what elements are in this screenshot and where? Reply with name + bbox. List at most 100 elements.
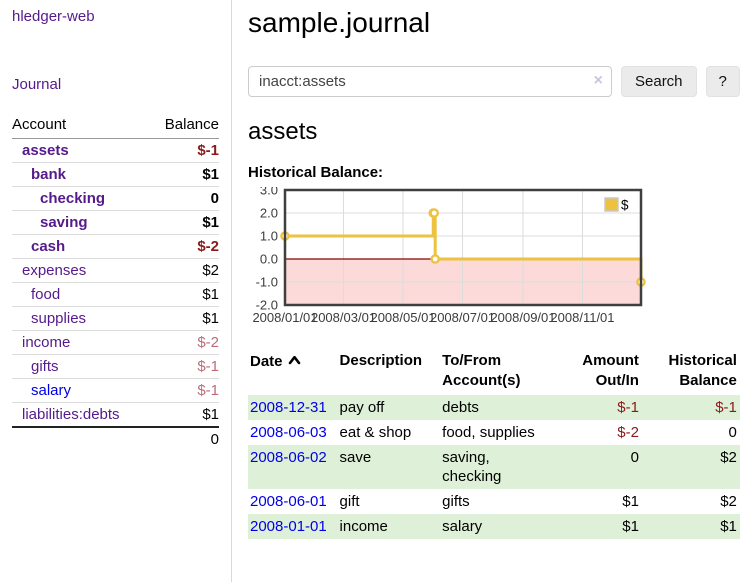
description-header: Description bbox=[339, 352, 423, 369]
transaction-description: gift bbox=[339, 493, 360, 510]
transaction-date-link[interactable]: 2008-06-01 bbox=[250, 493, 327, 510]
plot-border bbox=[283, 188, 643, 307]
register-row: 2008-06-01 gift gifts $1 $2 bbox=[248, 489, 740, 514]
transaction-description: eat & shop bbox=[339, 424, 412, 441]
sidebar-item-journal[interactable]: Journal bbox=[12, 76, 62, 93]
transaction-amount: 0 bbox=[630, 449, 639, 466]
chart-canvas: 3.0 2.0 1.0 0.0 -1.0 -2.02008/01/012008/03/01… bbox=[252, 187, 646, 325]
y-axis-tick-label: 1.0 bbox=[260, 229, 278, 244]
register-row: 2008-01-01 income salary $1 $1 bbox=[248, 514, 740, 539]
sidebar: hledger-web Journal Account Balance asse… bbox=[0, 0, 232, 582]
sidebar-account-checking[interactable]: checking bbox=[40, 190, 106, 207]
sidebar-account-liabilities-debts[interactable]: liabilities:debts bbox=[22, 406, 120, 423]
account-balance: $1 bbox=[149, 402, 219, 428]
account-row: income $-2 bbox=[12, 330, 219, 355]
clear-search-icon[interactable]: × bbox=[593, 72, 603, 89]
transaction-balance: $1 bbox=[720, 518, 737, 535]
transaction-amount: $1 bbox=[622, 493, 639, 510]
legend-swatch bbox=[604, 197, 619, 212]
transaction-accounts: debts bbox=[442, 399, 479, 416]
search-input[interactable] bbox=[248, 66, 612, 97]
sidebar-account-bank[interactable]: bank bbox=[31, 166, 67, 183]
account-balance: $1 bbox=[149, 162, 219, 187]
sidebar-account-salary[interactable]: salary bbox=[31, 382, 72, 399]
account-row: salary $-1 bbox=[12, 378, 219, 403]
account-balance: $-1 bbox=[149, 354, 219, 379]
sidebar-account-supplies[interactable]: supplies bbox=[31, 310, 87, 327]
account-row: checking 0 bbox=[12, 186, 219, 211]
transaction-balance: $-1 bbox=[715, 399, 737, 416]
account-balance: $-2 bbox=[149, 330, 219, 355]
search-form: × Search ? bbox=[248, 66, 740, 97]
account-balance: $1 bbox=[149, 306, 219, 331]
sidebar-account-cash[interactable]: cash bbox=[31, 238, 66, 255]
sidebar-account-food[interactable]: food bbox=[31, 286, 61, 303]
account-row: gifts $-1 bbox=[12, 354, 219, 379]
accounts-table: Account Balance assets $-1 bank $1 checking 0… bbox=[12, 113, 219, 451]
transaction-accounts: gifts bbox=[442, 493, 470, 510]
account-row: assets $-1 bbox=[12, 138, 219, 163]
balance-column-header: Balance bbox=[149, 113, 219, 139]
transaction-description: income bbox=[339, 518, 388, 535]
main-content: sample.journal × Search ? assets Histori… bbox=[232, 0, 742, 582]
y-axis-tick-label: 0.0 bbox=[260, 252, 278, 267]
x-axis-tick-label: 2008/03/01 bbox=[311, 310, 376, 325]
transaction-amount: $-1 bbox=[617, 399, 639, 416]
account-balance: $-2 bbox=[149, 234, 219, 259]
historical-balance-chart[interactable]: 3.0 2.0 1.0 0.0 -1.0 -2.0 2008/01/01 2008/03/01… bbox=[248, 187, 648, 328]
app-brand-link[interactable]: hledger-web bbox=[12, 8, 95, 25]
accounts-total-spacer bbox=[12, 426, 150, 451]
data-point bbox=[430, 254, 441, 264]
sidebar-account-income[interactable]: income bbox=[22, 334, 71, 351]
y-axis-tick-label: -1.0 bbox=[256, 275, 278, 290]
sidebar-account-expenses[interactable]: expenses bbox=[22, 262, 87, 279]
y-axis-tick-label: 3.0 bbox=[260, 187, 278, 198]
sidebar-account-assets[interactable]: assets bbox=[22, 142, 69, 159]
transaction-balance: $2 bbox=[720, 449, 737, 466]
account-balance: $2 bbox=[149, 258, 219, 283]
sidebar-account-gifts[interactable]: gifts bbox=[31, 358, 59, 375]
x-axis-tick-label: 2008/07/01 bbox=[430, 310, 495, 325]
account-row: liabilities:debts $1 bbox=[12, 402, 219, 428]
sidebar-account-saving[interactable]: saving bbox=[40, 214, 88, 231]
date-sort-header[interactable]: Date bbox=[248, 349, 338, 395]
account-heading: assets bbox=[248, 118, 318, 145]
register-header-row: Date Description To/From Account(s) Amou… bbox=[248, 349, 740, 395]
accounts-total-value: 0 bbox=[149, 426, 219, 451]
transaction-date-link[interactable]: 2008-12-31 bbox=[250, 399, 327, 416]
transaction-balance: $2 bbox=[720, 493, 737, 510]
account-balance: 0 bbox=[149, 186, 219, 211]
account-balance: $-1 bbox=[149, 378, 219, 403]
data-point bbox=[429, 208, 440, 218]
register-row: 2008-06-03 eat & shop food, supplies $-2 0 bbox=[248, 420, 740, 445]
date-header-label: Date bbox=[250, 353, 283, 370]
account-row: expenses $2 bbox=[12, 258, 219, 283]
transaction-date-link[interactable]: 2008-06-03 bbox=[250, 424, 327, 441]
account-column-header: Account bbox=[12, 113, 150, 139]
page-title: sample.journal bbox=[248, 7, 431, 38]
transaction-accounts: saving, checking bbox=[442, 449, 502, 485]
search-input-wrap: × bbox=[248, 66, 612, 97]
register-row: 2008-06-02 save saving, checking 0 $2 bbox=[248, 445, 740, 489]
register-table: Date Description To/From Account(s) Amou… bbox=[248, 349, 740, 539]
account-row: supplies $1 bbox=[12, 306, 219, 331]
transaction-accounts: salary bbox=[442, 518, 483, 535]
account-row: saving $1 bbox=[12, 210, 219, 235]
account-row: cash $-2 bbox=[12, 234, 219, 259]
x-axis-tick-label: 2008/01/01 bbox=[252, 310, 317, 325]
help-button[interactable]: ? bbox=[705, 66, 740, 97]
account-row: bank $1 bbox=[12, 162, 219, 187]
search-button[interactable]: Search bbox=[621, 66, 697, 97]
transaction-amount: $1 bbox=[622, 518, 639, 535]
accounts-header: To/From Account(s) bbox=[442, 352, 521, 389]
y-axis-tick-label: 2.0 bbox=[260, 206, 278, 221]
x-axis-tick-label: 2008/09/01 bbox=[490, 310, 555, 325]
transaction-description: pay off bbox=[339, 399, 385, 416]
accounts-table-header: Account Balance bbox=[12, 113, 219, 139]
transaction-date-link[interactable]: 2008-01-01 bbox=[250, 518, 327, 535]
account-balance: $1 bbox=[149, 282, 219, 307]
register-row: 2008-12-31 pay off debts $-1 $-1 bbox=[248, 395, 740, 420]
x-axis-tick-label: 2008/11/01 bbox=[550, 310, 614, 325]
transaction-balance: 0 bbox=[728, 424, 737, 441]
transaction-date-link[interactable]: 2008-06-02 bbox=[250, 449, 327, 466]
